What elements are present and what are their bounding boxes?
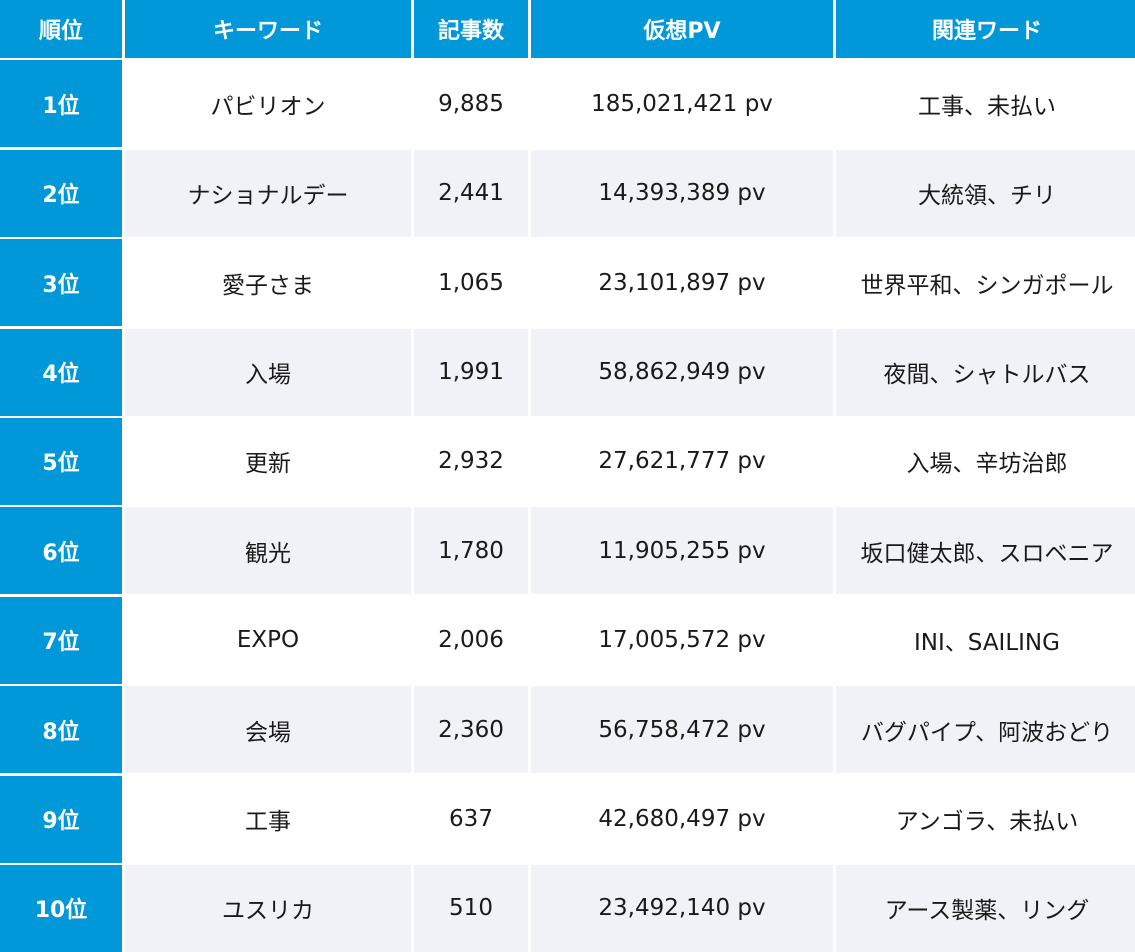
cell-related-words: バグパイプ、阿波おどり <box>836 686 1135 774</box>
header-rank: 順位 <box>0 0 122 58</box>
cell-related-words: アース製薬、リング <box>836 864 1135 952</box>
cell-keyword: 観光 <box>125 507 411 595</box>
cell-rank: 9位 <box>0 775 122 863</box>
cell-keyword: 更新 <box>125 417 411 505</box>
cell-keyword: ユスリカ <box>125 864 411 952</box>
cell-rank: 7位 <box>0 596 122 684</box>
cell-keyword: 工事 <box>125 775 411 863</box>
header-article-count: 記事数 <box>414 0 528 58</box>
cell-article-count: 1,991 <box>414 328 528 416</box>
cell-article-count: 2,006 <box>414 596 528 684</box>
cell-article-count: 1,780 <box>414 507 528 595</box>
header-keyword: キーワード <box>125 0 411 58</box>
cell-keyword: 愛子さま <box>125 239 411 327</box>
cell-rank: 3位 <box>0 239 122 327</box>
cell-article-count: 2,360 <box>414 686 528 774</box>
cell-virtual-pv: 56,758,472 pv <box>531 686 833 774</box>
cell-virtual-pv: 42,680,497 pv <box>531 775 833 863</box>
header-related-words: 関連ワード <box>836 0 1135 58</box>
cell-rank: 4位 <box>0 328 122 416</box>
cell-rank: 5位 <box>0 417 122 505</box>
cell-related-words: 世界平和、シンガポール <box>836 239 1135 327</box>
cell-related-words: 大統領、チリ <box>836 149 1135 237</box>
cell-keyword: 会場 <box>125 686 411 774</box>
cell-article-count: 1,065 <box>414 239 528 327</box>
cell-virtual-pv: 14,393,389 pv <box>531 149 833 237</box>
cell-keyword: EXPO <box>125 596 411 684</box>
cell-related-words: 工事、未払い <box>836 60 1135 148</box>
cell-related-words: アンゴラ、未払い <box>836 775 1135 863</box>
cell-article-count: 2,441 <box>414 149 528 237</box>
cell-related-words: 夜間、シャトルバス <box>836 328 1135 416</box>
cell-virtual-pv: 27,621,777 pv <box>531 417 833 505</box>
cell-rank: 8位 <box>0 686 122 774</box>
cell-article-count: 2,932 <box>414 417 528 505</box>
cell-article-count: 637 <box>414 775 528 863</box>
cell-virtual-pv: 23,101,897 pv <box>531 239 833 327</box>
cell-virtual-pv: 23,492,140 pv <box>531 864 833 952</box>
cell-related-words: 坂口健太郎、スロベニア <box>836 507 1135 595</box>
cell-keyword: 入場 <box>125 328 411 416</box>
cell-virtual-pv: 58,862,949 pv <box>531 328 833 416</box>
cell-related-words: INI、SAILING <box>836 596 1135 684</box>
cell-article-count: 9,885 <box>414 60 528 148</box>
cell-virtual-pv: 185,021,421 pv <box>531 60 833 148</box>
cell-rank: 1位 <box>0 60 122 148</box>
cell-article-count: 510 <box>414 864 528 952</box>
cell-rank: 6位 <box>0 507 122 595</box>
header-virtual-pv: 仮想PV <box>531 0 833 58</box>
cell-virtual-pv: 17,005,572 pv <box>531 596 833 684</box>
cell-keyword: パビリオン <box>125 60 411 148</box>
cell-rank: 10位 <box>0 864 122 952</box>
cell-virtual-pv: 11,905,255 pv <box>531 507 833 595</box>
cell-related-words: 入場、辛坊治郎 <box>836 417 1135 505</box>
cell-keyword: ナショナルデー <box>125 149 411 237</box>
cell-rank: 2位 <box>0 149 122 237</box>
